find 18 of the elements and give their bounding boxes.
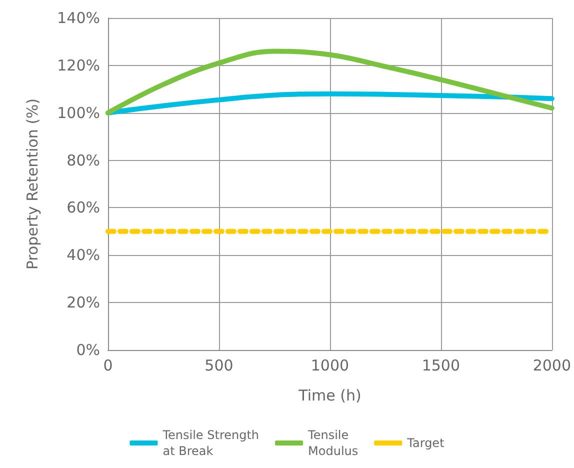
y-tick-label: 40%: [66, 246, 100, 264]
legend-label: Target: [406, 436, 445, 450]
x-tick-label: 1000: [310, 356, 350, 374]
y-axis-title: Property Retention (%): [24, 98, 42, 270]
y-tick-label: 120%: [57, 56, 100, 74]
x-tick-label: 500: [204, 356, 234, 374]
y-tick-label: 60%: [66, 198, 100, 217]
x-axis-title: Time (h): [298, 386, 362, 404]
x-tick-label: 1500: [422, 356, 460, 374]
y-tick-label: 140%: [57, 9, 100, 27]
x-tick-label: 2000: [532, 356, 572, 374]
y-tick-label: 100%: [57, 104, 100, 122]
y-tick-label: 0%: [76, 341, 100, 359]
x-tick-label: 0: [103, 356, 113, 374]
legend-label: Tensile Modulus: [307, 428, 358, 458]
y-tick-label: 20%: [66, 294, 100, 312]
legend-label: Tensile Strength at Break: [162, 428, 260, 458]
y-tick-label: 80%: [66, 151, 100, 170]
